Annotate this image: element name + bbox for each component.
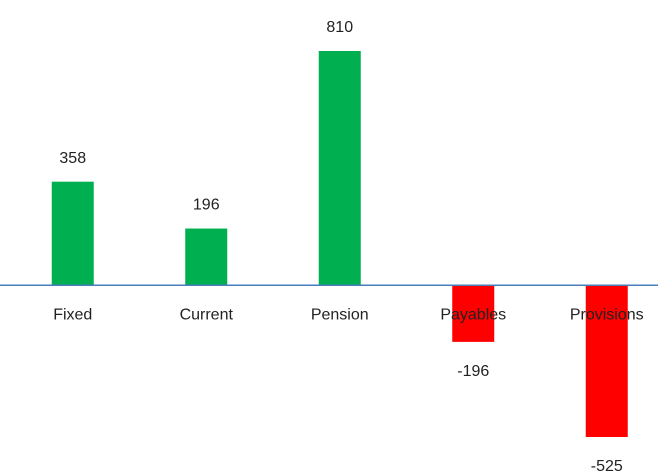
- data-label: -525: [591, 458, 623, 471]
- data-label: 196: [193, 197, 220, 214]
- data-label: 358: [59, 150, 86, 167]
- x-tick-label: Current: [180, 306, 234, 323]
- data-label: 810: [326, 19, 353, 36]
- x-tick-label: Fixed: [53, 306, 92, 323]
- x-tick-label: Payables: [440, 306, 506, 323]
- x-tick-label: Pension: [311, 306, 369, 323]
- bar: [51, 181, 94, 286]
- bar: [452, 285, 495, 342]
- x-tick-label: Provisions: [570, 306, 644, 323]
- bar: [185, 228, 228, 286]
- bar: [318, 51, 361, 286]
- bar: [585, 285, 628, 437]
- data-label: -196: [457, 363, 489, 380]
